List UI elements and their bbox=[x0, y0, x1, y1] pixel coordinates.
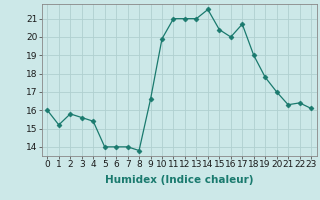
X-axis label: Humidex (Indice chaleur): Humidex (Indice chaleur) bbox=[105, 175, 253, 185]
